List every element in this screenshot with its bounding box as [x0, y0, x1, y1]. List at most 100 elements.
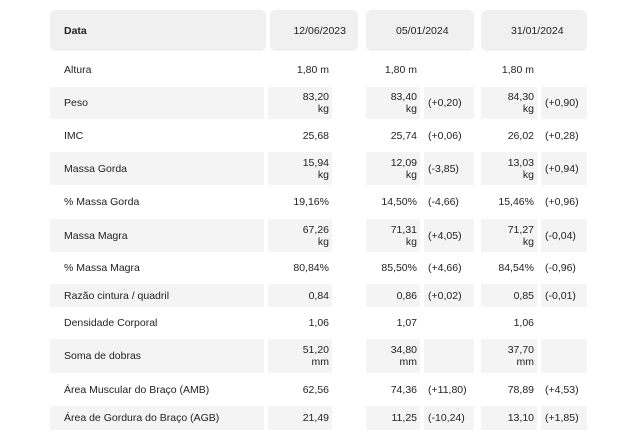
row-label: Soma de dobras: [64, 350, 142, 362]
row-unit: kg: [522, 168, 534, 181]
row-delta: (-10,24): [428, 412, 465, 424]
row-label: Massa Magra: [64, 229, 128, 242]
row-delta-cell: (-4,66): [424, 186, 474, 218]
row-value-cell: 80,84%: [268, 253, 332, 283]
row-label-cell: Altura: [50, 56, 264, 84]
row-delta-cell: (+4,66): [424, 253, 474, 283]
row-value-cell: 12,09 kg: [366, 152, 420, 185]
row-delta: (+11,80): [428, 383, 467, 396]
row-value-cell: 19,16%: [268, 186, 332, 218]
row-delta: (-3,85): [428, 162, 459, 175]
header-date: 05/01/2024: [396, 24, 449, 37]
row-delta-cell: [541, 308, 587, 338]
row-label-cell: % Massa Magra: [50, 253, 264, 283]
header-label: Data: [64, 24, 87, 37]
row-label: IMC: [64, 129, 84, 142]
row-delta-cell: (-10,24): [424, 406, 474, 430]
row-label-cell: Densidade Corporal: [50, 308, 264, 338]
row-value-cell: 1,06: [268, 308, 332, 338]
row-value-cell: 1,80 m: [366, 56, 420, 84]
row-delta: (+0,96): [545, 196, 579, 208]
row-value-cell: 84,54%: [481, 253, 537, 283]
row-value-cell: 85,50%: [366, 253, 420, 283]
row-value: 25,74: [390, 129, 417, 142]
row-value-cell: 74,36: [366, 374, 420, 405]
row-value: 1,07: [396, 317, 417, 329]
row-value-cell: 84,30 kg: [481, 87, 537, 119]
row-value: 15,94: [302, 156, 329, 169]
row-value-cell: 67,26 kg: [268, 219, 332, 252]
row-unit: kg: [317, 168, 329, 181]
row-value-cell: 71,31 kg: [366, 219, 420, 252]
row-unit: kg: [405, 168, 417, 181]
row-unit: mm: [516, 356, 535, 368]
row-value: 84,30: [507, 91, 534, 103]
row-delta: (+0,20): [428, 97, 462, 109]
row-label: Peso: [64, 97, 88, 109]
row-value-cell: 15,46%: [481, 186, 537, 218]
row-value: 1,06: [513, 317, 534, 329]
row-value-cell: 11,25: [366, 406, 420, 430]
row-value: 21,49: [302, 412, 329, 424]
row-value-cell: 83,40 kg: [366, 87, 420, 119]
row-delta-cell: (+0,90): [541, 87, 587, 119]
row-label: Altura: [64, 64, 92, 76]
header-label-cell: Data: [50, 10, 266, 51]
row-delta-cell: (+11,80): [424, 374, 474, 405]
row-value: 13,10: [507, 412, 534, 424]
row-value: 62,56: [302, 383, 329, 396]
row-label: Área de Gordura do Braço (AGB): [64, 412, 220, 424]
row-unit: kg: [317, 103, 329, 115]
header-date-cell: 05/01/2024: [366, 10, 474, 51]
row-value-cell: 25,74: [366, 120, 420, 151]
row-value-cell: 1,06: [481, 308, 537, 338]
row-value-cell: 71,27 kg: [481, 219, 537, 252]
row-value-cell: 51,20 mm: [268, 339, 332, 373]
row-delta-cell: (+0,06): [424, 120, 474, 151]
row-value: 67,26: [302, 223, 329, 236]
row-label-cell: Peso: [50, 87, 264, 119]
row-delta-cell: [424, 56, 474, 84]
row-delta-cell: [424, 339, 474, 373]
row-value: 37,70: [507, 344, 534, 356]
row-unit: kg: [405, 103, 417, 115]
row-value-cell: 1,80 m: [481, 56, 537, 84]
row-value: 51,20: [302, 344, 329, 356]
row-value: 80,84%: [293, 262, 329, 274]
row-label-cell: Área de Gordura do Braço (AGB): [50, 406, 264, 430]
row-delta-cell: (-0,96): [541, 253, 587, 283]
row-value: 12,09: [390, 156, 417, 169]
row-value-cell: 62,56: [268, 374, 332, 405]
row-value: 26,02: [507, 129, 534, 142]
row-label-cell: Razão cintura / quadril: [50, 284, 264, 307]
row-delta: (+4,66): [428, 262, 462, 274]
row-label: Razão cintura / quadril: [64, 289, 170, 302]
row-value-cell: 1,80 m: [268, 56, 332, 84]
row-delta-cell: (+0,28): [541, 120, 587, 151]
row-delta: (+4,53): [545, 383, 579, 396]
row-label-cell: Massa Gorda: [50, 152, 264, 185]
row-label: % Massa Magra: [64, 262, 140, 274]
row-value: 1,80 m: [501, 64, 534, 76]
row-delta-cell: (+0,02): [424, 284, 474, 307]
row-value: 71,31: [390, 223, 417, 236]
row-unit: kg: [522, 103, 534, 115]
row-value-cell: 37,70 mm: [481, 339, 537, 373]
row-value: 74,36: [390, 383, 417, 396]
row-value-cell: 25,68: [268, 120, 332, 151]
row-delta: (+0,02): [428, 289, 462, 302]
row-value: 25,68: [302, 129, 329, 142]
row-value: 1,80 m: [296, 64, 329, 76]
row-delta-cell: (+0,94): [541, 152, 587, 185]
row-value: 1,06: [308, 317, 329, 329]
row-delta-cell: (+0,20): [424, 87, 474, 119]
header-date: 12/06/2023: [293, 24, 346, 37]
row-value-cell: 0,85: [481, 284, 537, 307]
row-label: % Massa Gorda: [64, 196, 140, 208]
row-delta-cell: [541, 56, 587, 84]
row-delta-cell: (+0,96): [541, 186, 587, 218]
row-unit: kg: [405, 235, 417, 248]
row-delta-cell: (+4,05): [424, 219, 474, 252]
row-value: 0,84: [308, 289, 329, 302]
row-delta: (-0,96): [545, 262, 576, 274]
